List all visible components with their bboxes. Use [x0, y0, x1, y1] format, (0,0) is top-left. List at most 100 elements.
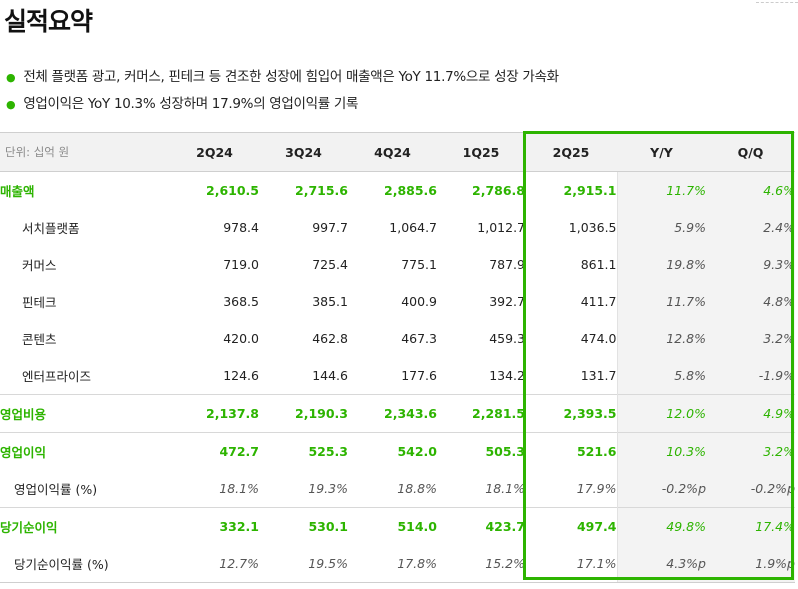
value-cell: 978.4 [223, 220, 259, 235]
qoq-cell: 9.3% [706, 246, 795, 283]
value-cell: 385.1 [312, 294, 348, 309]
bullet-item: ● 영업이익은 YoY 10.3% 성장하며 17.9%의 영업이익률 기록 [6, 91, 559, 118]
yoy-cell: 4.3%p [616, 545, 706, 583]
value-cell: 124.6 [223, 368, 259, 383]
value-cell: 17.1% [525, 545, 617, 583]
qoq-cell: 4.6% [706, 171, 795, 209]
value-cell: 462.8 [312, 331, 348, 346]
value-cell: 1,012.7 [477, 220, 525, 235]
qoq-cell: 17.4% [706, 507, 795, 545]
table-row: 영업이익 472.7 525.3 542.0 505.3 521.6 10.3% 3.2% [0, 432, 795, 470]
value-cell: 12.7% [170, 545, 259, 583]
page-title: 실적요약 [4, 7, 93, 36]
table-row: 영업이익률 (%) 18.1% 19.3% 18.8% 18.1% 17.9% -0.2%p… [0, 470, 795, 508]
table-row: 핀테크 368.5 385.1 400.9 392.7 411.7 11.7% 4.8% [0, 283, 795, 320]
table-row: 당기순이익 332.1 530.1 514.0 423.7 497.4 49.8% 17.4% [0, 507, 795, 545]
value-cell: 17.8% [348, 545, 437, 583]
value-cell: 725.4 [312, 257, 348, 272]
value-cell: 2,190.3 [259, 394, 348, 433]
qoq-cell: -0.2%p [706, 470, 795, 508]
value-cell: 420.0 [223, 331, 259, 346]
table-row: 엔터프라이즈 124.6 144.6 177.6 134.2 131.7 5.8% -1.9% [0, 357, 795, 395]
yoy-cell: 11.7% [616, 171, 706, 209]
bullet-dot-icon: ● [6, 71, 16, 84]
row-label: 커머스 [22, 258, 57, 273]
value-cell: 411.7 [580, 294, 617, 309]
value-cell: 2,281.5 [437, 394, 525, 433]
bullet-item: ● 전체 플랫폼 광고, 커머스, 핀테크 등 견조한 성장에 힘입어 매출액은 … [6, 64, 559, 91]
row-label: 핀테크 [22, 295, 57, 310]
qoq-cell: -1.9% [706, 357, 795, 395]
value-cell: 423.7 [437, 507, 525, 545]
value-cell: 1,064.7 [389, 220, 437, 235]
value-cell: 459.3 [489, 331, 525, 346]
qoq-cell: 3.2% [706, 432, 795, 470]
value-cell: 2,343.6 [348, 394, 437, 433]
value-cell: 19.5% [259, 545, 348, 583]
value-cell: 332.1 [170, 507, 259, 545]
value-cell: 997.7 [312, 220, 348, 235]
value-cell: 1,036.5 [568, 220, 617, 235]
value-cell: 18.1% [485, 481, 525, 496]
column-header: 1Q25 [437, 132, 525, 172]
value-cell: 19.3% [308, 481, 348, 496]
value-cell: 2,393.5 [525, 394, 617, 433]
yoy-cell: 12.0% [616, 394, 706, 433]
value-cell: 505.3 [437, 432, 525, 470]
column-header: 3Q24 [259, 132, 348, 172]
table-row: 커머스 719.0 725.4 775.1 787.9 861.1 19.8% 9.3% [0, 246, 795, 283]
value-cell: 787.9 [489, 257, 525, 272]
row-label: 영업비용 [0, 394, 170, 433]
row-label: 매출액 [0, 184, 35, 199]
value-cell: 18.1% [219, 481, 259, 496]
yoy-cell: 19.8% [616, 246, 706, 283]
value-cell: 15.2% [437, 545, 525, 583]
table-row: 콘텐츠 420.0 462.8 467.3 459.3 474.0 12.8% 3.2% [0, 320, 795, 357]
column-header: 2Q24 [170, 132, 259, 172]
value-cell: 2,610.5 [206, 183, 259, 198]
row-label: 엔터프라이즈 [22, 369, 92, 384]
value-cell: 525.3 [259, 432, 348, 470]
column-header: Y/Y [617, 132, 706, 172]
value-cell: 472.7 [170, 432, 259, 470]
bullet-dot-icon: ● [6, 98, 16, 111]
column-header: Q/Q [706, 132, 795, 172]
top-divider [756, 2, 798, 3]
value-cell: 861.1 [580, 257, 617, 272]
qoq-cell: 4.8% [706, 283, 795, 320]
value-cell: 719.0 [223, 257, 259, 272]
value-cell: 134.2 [489, 368, 525, 383]
column-header: 2Q25 [525, 132, 617, 172]
results-table: 단위: 십억 원 2Q24 3Q24 4Q24 1Q25 2Q25 Y/Y Q/… [0, 132, 795, 583]
qoq-cell: 3.2% [706, 320, 795, 357]
value-cell: 2,885.6 [384, 183, 437, 198]
qoq-cell: 2.4% [706, 209, 795, 246]
unit-label: 단위: 십억 원 [0, 132, 170, 172]
value-cell: 775.1 [401, 257, 437, 272]
value-cell: 467.3 [401, 331, 437, 346]
row-label: 영업이익 [0, 432, 170, 470]
row-label: 콘텐츠 [22, 332, 57, 347]
value-cell: 514.0 [348, 507, 437, 545]
table-row: 영업비용 2,137.8 2,190.3 2,343.6 2,281.5 2,393.5 1… [0, 394, 795, 433]
yoy-cell: 12.8% [616, 320, 706, 357]
table-row: 당기순이익률 (%) 12.7% 19.5% 17.8% 15.2% 17.1% 4.3%p… [0, 545, 795, 583]
yoy-cell: 10.3% [616, 432, 706, 470]
table-row: 매출액 2,610.5 2,715.6 2,885.6 2,786.8 2,915.1 11… [0, 171, 795, 209]
column-header: 4Q24 [348, 132, 437, 172]
qoq-cell: 1.9%p [706, 545, 795, 583]
value-cell: 2,137.8 [170, 394, 259, 433]
summary-bullets: ● 전체 플랫폼 광고, 커머스, 핀테크 등 견조한 성장에 힘입어 매출액은 … [6, 64, 559, 118]
value-cell: 2,786.8 [472, 183, 525, 198]
value-cell: 530.1 [259, 507, 348, 545]
yoy-cell: 5.8% [616, 357, 706, 395]
row-label: 서치플랫폼 [22, 221, 80, 236]
value-cell: 131.7 [580, 368, 617, 383]
value-cell: 368.5 [223, 294, 259, 309]
row-label: 당기순이익 [0, 507, 170, 545]
bullet-text: 전체 플랫폼 광고, 커머스, 핀테크 등 견조한 성장에 힘입어 매출액은 Y… [23, 69, 559, 85]
yoy-cell: -0.2%p [616, 470, 706, 508]
bullet-text: 영업이익은 YoY 10.3% 성장하며 17.9%의 영업이익률 기록 [23, 96, 359, 112]
value-cell: 17.9% [576, 481, 617, 496]
value-cell: 521.6 [525, 432, 617, 470]
